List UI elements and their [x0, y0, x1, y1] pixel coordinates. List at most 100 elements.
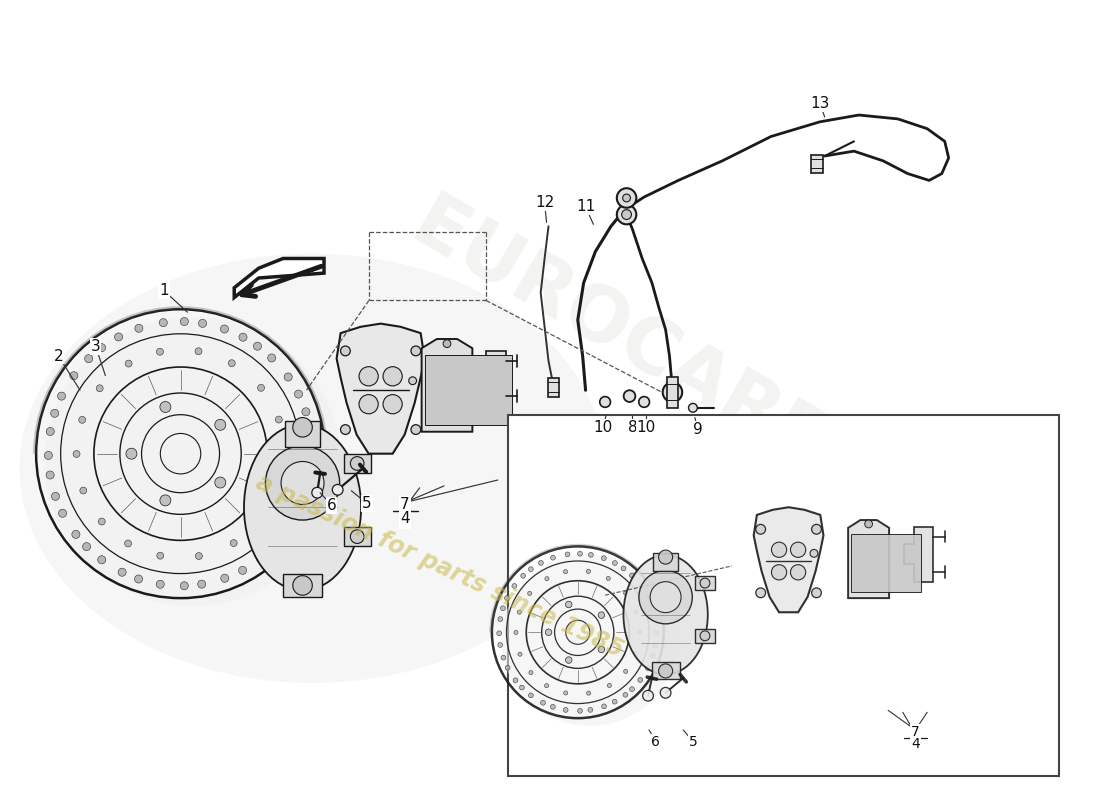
Circle shape: [638, 630, 641, 634]
Circle shape: [220, 325, 229, 333]
Circle shape: [253, 342, 262, 350]
Circle shape: [275, 416, 283, 423]
Circle shape: [221, 574, 229, 582]
Circle shape: [652, 643, 658, 648]
Text: 6: 6: [327, 498, 337, 513]
Circle shape: [544, 684, 549, 688]
Circle shape: [69, 372, 78, 380]
Circle shape: [512, 583, 517, 588]
Text: 7: 7: [400, 500, 410, 515]
Polygon shape: [476, 351, 506, 406]
Circle shape: [646, 594, 650, 599]
Circle shape: [309, 450, 317, 458]
Circle shape: [639, 584, 645, 589]
Circle shape: [617, 188, 636, 208]
Circle shape: [341, 425, 350, 434]
Bar: [548, 378, 559, 397]
Circle shape: [160, 318, 167, 326]
Circle shape: [513, 678, 518, 682]
Circle shape: [624, 591, 628, 595]
Circle shape: [606, 577, 610, 581]
Bar: [811, 155, 823, 173]
Circle shape: [214, 419, 225, 430]
Circle shape: [659, 664, 672, 678]
Circle shape: [80, 487, 87, 494]
Text: 5: 5: [689, 734, 697, 749]
Bar: [653, 553, 679, 571]
Bar: [343, 527, 371, 546]
Circle shape: [634, 610, 638, 614]
Circle shape: [528, 693, 534, 698]
Circle shape: [639, 570, 692, 624]
Circle shape: [46, 471, 54, 479]
Circle shape: [383, 366, 403, 386]
Text: 9: 9: [693, 422, 703, 437]
Circle shape: [198, 580, 206, 588]
Circle shape: [629, 686, 635, 691]
Circle shape: [586, 570, 591, 574]
Circle shape: [72, 530, 80, 538]
Bar: [283, 574, 322, 597]
Polygon shape: [234, 258, 324, 298]
Text: 10: 10: [637, 420, 656, 435]
Circle shape: [642, 690, 653, 701]
Circle shape: [195, 348, 202, 354]
Circle shape: [586, 691, 591, 695]
Circle shape: [98, 344, 106, 352]
Circle shape: [621, 210, 631, 219]
Circle shape: [650, 582, 681, 613]
Circle shape: [411, 346, 420, 356]
Text: 12: 12: [535, 195, 554, 210]
Circle shape: [621, 566, 626, 570]
Circle shape: [57, 392, 66, 400]
Circle shape: [307, 472, 315, 480]
Circle shape: [98, 556, 106, 564]
Circle shape: [265, 446, 340, 520]
Circle shape: [230, 540, 238, 546]
Circle shape: [498, 642, 503, 647]
Circle shape: [46, 427, 54, 435]
Circle shape: [617, 205, 636, 224]
Circle shape: [650, 654, 656, 658]
Circle shape: [624, 390, 636, 402]
Circle shape: [256, 554, 265, 563]
Text: 4: 4: [911, 734, 920, 749]
Text: 10: 10: [594, 420, 613, 435]
Circle shape: [295, 390, 302, 398]
Circle shape: [332, 485, 343, 495]
Circle shape: [126, 448, 136, 459]
Circle shape: [654, 630, 659, 635]
Polygon shape: [904, 527, 933, 582]
Circle shape: [662, 382, 682, 402]
Circle shape: [565, 552, 570, 557]
Text: 13: 13: [810, 96, 829, 111]
Circle shape: [578, 551, 582, 556]
Circle shape: [267, 354, 276, 362]
Text: 5: 5: [362, 496, 372, 511]
Circle shape: [294, 510, 302, 518]
Circle shape: [756, 588, 766, 598]
Bar: [667, 377, 679, 408]
Text: 4: 4: [911, 737, 920, 750]
Text: 3: 3: [91, 339, 100, 354]
Text: 1: 1: [160, 283, 168, 298]
Circle shape: [156, 580, 164, 588]
Circle shape: [307, 427, 315, 435]
Circle shape: [812, 588, 822, 598]
Circle shape: [229, 360, 235, 366]
Bar: [285, 422, 320, 447]
Circle shape: [629, 573, 635, 578]
Circle shape: [351, 457, 364, 470]
Circle shape: [791, 565, 805, 580]
Circle shape: [565, 602, 572, 608]
Circle shape: [311, 487, 322, 498]
Text: 2: 2: [54, 349, 64, 363]
Circle shape: [546, 629, 552, 635]
Polygon shape: [421, 339, 472, 432]
Circle shape: [613, 699, 617, 704]
Circle shape: [563, 707, 568, 712]
Circle shape: [598, 646, 605, 653]
Circle shape: [44, 451, 53, 459]
Text: EUROCARPARTS: EUROCARPARTS: [398, 187, 1026, 593]
Bar: [695, 576, 715, 590]
